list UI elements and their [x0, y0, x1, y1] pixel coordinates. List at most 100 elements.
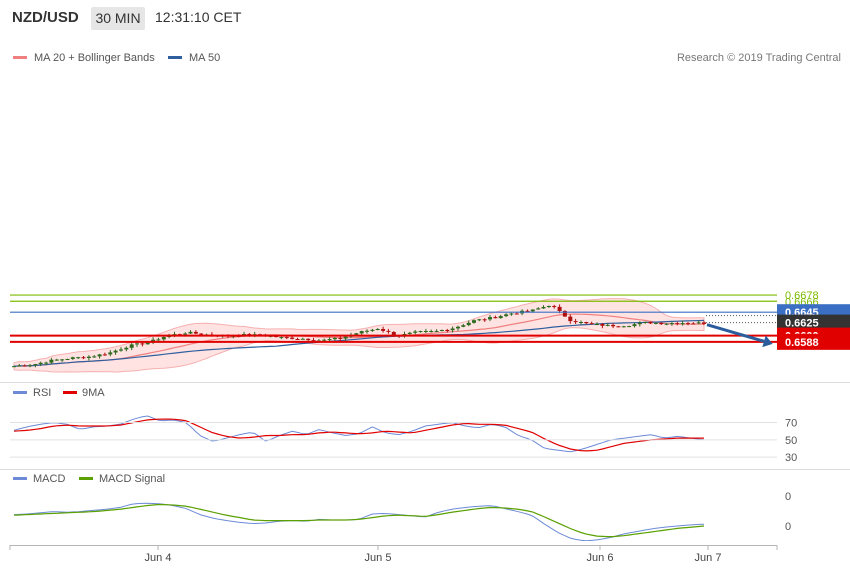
legend-macd-signal-label: MACD Signal: [99, 473, 165, 485]
candle-body: [76, 357, 81, 359]
candle-body: [536, 308, 541, 310]
candle-body: [102, 354, 107, 356]
legend-macd-label: MACD: [33, 473, 65, 485]
candle-body: [493, 317, 498, 319]
candle-body: [92, 356, 97, 358]
ma50-line: [13, 319, 705, 367]
candle-body: [279, 337, 284, 339]
candle-body: [611, 324, 616, 327]
candle-body: [525, 310, 530, 312]
candle-body: [637, 322, 642, 325]
candle-body: [456, 326, 460, 329]
candle-body: [183, 333, 188, 335]
target-level-label: 0.6678: [785, 290, 819, 302]
candle-body: [386, 330, 391, 332]
candle-body: [135, 343, 139, 345]
x-axis: Jun 4 Jun 5 Jun 6 Jun 7: [9, 545, 778, 564]
candle-body: [429, 331, 434, 332]
candle-body: [65, 359, 70, 360]
candle-body: [450, 328, 455, 331]
candle-body: [686, 323, 690, 325]
forecast-arrow-head: [762, 335, 773, 348]
candle-body: [108, 352, 113, 355]
candle-body: [568, 316, 573, 322]
candle-body: [477, 319, 482, 321]
candle-body: [124, 347, 129, 350]
x-tick-label: Jun 4: [145, 552, 172, 564]
candle-body: [579, 322, 583, 323]
legend: MA 20 + Bollinger Bands MA 50 Research ©…: [13, 52, 841, 64]
candle-body: [12, 366, 16, 368]
candle-body: [370, 329, 375, 331]
macd-tick-label: 0: [785, 521, 791, 533]
candle-body: [659, 322, 664, 325]
candle-body: [482, 319, 487, 321]
candle-body: [60, 359, 65, 361]
time-label: 12:31:10 CET: [155, 9, 242, 25]
candle-body: [343, 336, 348, 339]
candle-body: [669, 323, 674, 325]
candle-body: [466, 322, 471, 326]
candle-body: [54, 359, 59, 361]
candle-body: [632, 324, 637, 327]
rsi-tick-label: 70: [785, 418, 797, 430]
candle-body: [702, 322, 706, 324]
rsi-tick-label: 30: [785, 452, 797, 464]
candle-body: [407, 332, 412, 334]
candle-body: [391, 332, 396, 336]
candle-body: [434, 330, 439, 332]
candle-body: [504, 314, 509, 317]
candle-body: [514, 313, 519, 315]
macd-panel: MACD MACD Signal 0 0: [13, 473, 791, 541]
candle-body: [359, 331, 364, 334]
candle-body: [552, 306, 557, 307]
candle-body: [680, 323, 685, 325]
candle-body: [413, 331, 418, 333]
candle-body: [22, 365, 27, 367]
macd-tick-label: 0: [785, 491, 791, 503]
candle-body: [188, 331, 193, 334]
legend-ma20-label: MA 20 + Bollinger Bands: [34, 52, 155, 64]
credit-label: Research © 2019 Trading Central: [677, 52, 841, 64]
candle-body: [311, 340, 316, 342]
rsi-panel: RSI 9MA 70 50 30: [10, 387, 797, 464]
candle-body: [605, 324, 610, 326]
legend-rsi-ma-label: 9MA: [82, 387, 105, 399]
candle-body: [145, 342, 150, 345]
candle-body: [616, 326, 621, 328]
rsi-ma-line: [13, 418, 704, 452]
macd-plot: [13, 502, 705, 541]
timeframe-button[interactable]: 30 MIN: [91, 7, 145, 30]
candle-body: [28, 365, 32, 367]
candle-body: [161, 337, 166, 340]
candle-body: [643, 321, 648, 323]
candle-body: [81, 357, 86, 359]
candle-body: [595, 324, 599, 325]
support-level-label: 0.6588: [785, 337, 819, 349]
candle-body: [113, 350, 118, 353]
candle-body: [418, 331, 423, 333]
candle-body: [300, 338, 305, 340]
candle-body: [573, 321, 578, 323]
candle-body: [600, 324, 605, 326]
candle-body: [33, 364, 38, 366]
candle-body: [445, 330, 450, 331]
candle-body: [156, 339, 161, 341]
candle-body: [354, 333, 359, 335]
x-tick-label: Jun 5: [365, 552, 392, 564]
candle-body: [44, 362, 49, 364]
legend-rsi-label: RSI: [33, 387, 51, 399]
candle-body: [332, 337, 337, 340]
candle-body: [327, 339, 332, 341]
legend-ma50-label: MA 50: [189, 52, 220, 64]
candle-body: [461, 325, 466, 327]
ma20-line: [13, 313, 704, 367]
current-price-box: [777, 314, 850, 331]
rsi-plot: [13, 415, 705, 453]
symbol-label: NZD/USD: [12, 9, 79, 26]
candle-body: [562, 310, 567, 317]
candle-body: [557, 306, 562, 311]
